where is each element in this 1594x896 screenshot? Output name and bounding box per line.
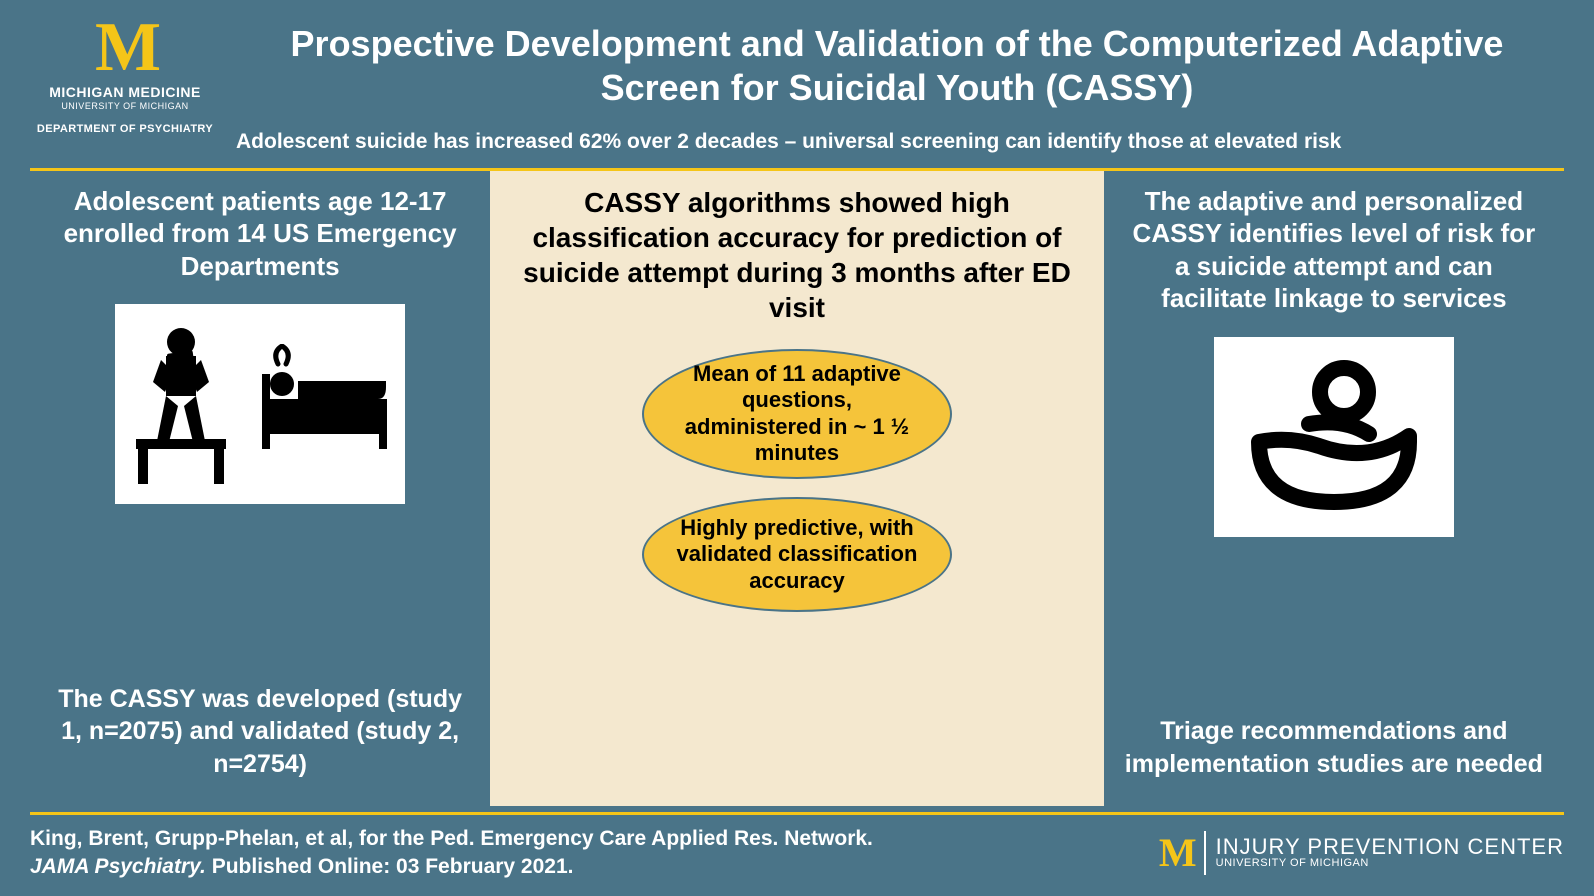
left-subtext: The CASSY was developed (study 1, n=2075… (48, 683, 472, 799)
citation-journal: JAMA Psychiatry. (30, 855, 206, 878)
columns: Adolescent patients age 12-17 enrolled f… (0, 171, 1594, 807)
footer-logo-text: INJURY PREVENTION CENTER UNIVERSITY OF M… (1216, 835, 1564, 870)
footer-block-m: M (1159, 836, 1194, 870)
footer-logo-divider (1204, 831, 1206, 875)
middle-column: CASSY algorithms showed high classificat… (490, 171, 1104, 807)
left-column: Adolescent patients age 12-17 enrolled f… (30, 171, 490, 807)
left-image-box (115, 304, 405, 504)
infographic-slide: M MICHIGAN MEDICINE UNIVERSITY OF MICHIG… (0, 0, 1594, 896)
logo-university-line: UNIVERSITY OF MICHIGAN (30, 101, 220, 111)
logo-department-line: DEPARTMENT OF PSYCHIATRY (30, 123, 220, 135)
page-subtitle: Adolescent suicide has increased 62% ove… (230, 130, 1564, 154)
citation: King, Brent, Grupp-Phelan, et al, for th… (30, 825, 880, 880)
right-subtext: Triage recommendations and implementatio… (1122, 715, 1546, 798)
header-text-block: Prospective Development and Validation o… (220, 18, 1564, 154)
bubble-2: Highly predictive, with validated classi… (642, 497, 952, 612)
header-logo: M MICHIGAN MEDICINE UNIVERSITY OF MICHIG… (30, 18, 220, 135)
right-column: The adaptive and personalized CASSY iden… (1104, 171, 1564, 807)
page-title: Prospective Development and Validation o… (230, 22, 1564, 110)
left-heading: Adolescent patients age 12-17 enrolled f… (48, 185, 472, 283)
bubble-2-text: Highly predictive, with validated classi… (672, 515, 922, 594)
header: M MICHIGAN MEDICINE UNIVERSITY OF MICHIG… (0, 0, 1594, 162)
logo-org-line: MICHIGAN MEDICINE (30, 84, 220, 100)
block-m-logo: M (30, 18, 220, 78)
citation-post: Published Online: 03 February 2021. (206, 855, 574, 878)
care-hands-icon (1239, 352, 1429, 522)
bubble-1-text: Mean of 11 adaptive questions, administe… (672, 361, 922, 467)
footer-org-name: INJURY PREVENTION CENTER (1216, 835, 1564, 858)
footer: King, Brent, Grupp-Phelan, et al, for th… (0, 815, 1594, 896)
patient-bed-icon (254, 344, 394, 464)
bubble-1: Mean of 11 adaptive questions, administe… (642, 349, 952, 479)
right-heading: The adaptive and personalized CASSY iden… (1122, 185, 1546, 315)
person-reading-icon (126, 324, 236, 484)
middle-heading: CASSY algorithms showed high classificat… (508, 185, 1086, 325)
right-image-box (1214, 337, 1454, 537)
footer-logo: M INJURY PREVENTION CENTER UNIVERSITY OF… (1159, 831, 1564, 875)
citation-pre: King, Brent, Grupp-Phelan, et al, for th… (30, 827, 873, 850)
footer-university: UNIVERSITY OF MICHIGAN (1216, 858, 1564, 870)
